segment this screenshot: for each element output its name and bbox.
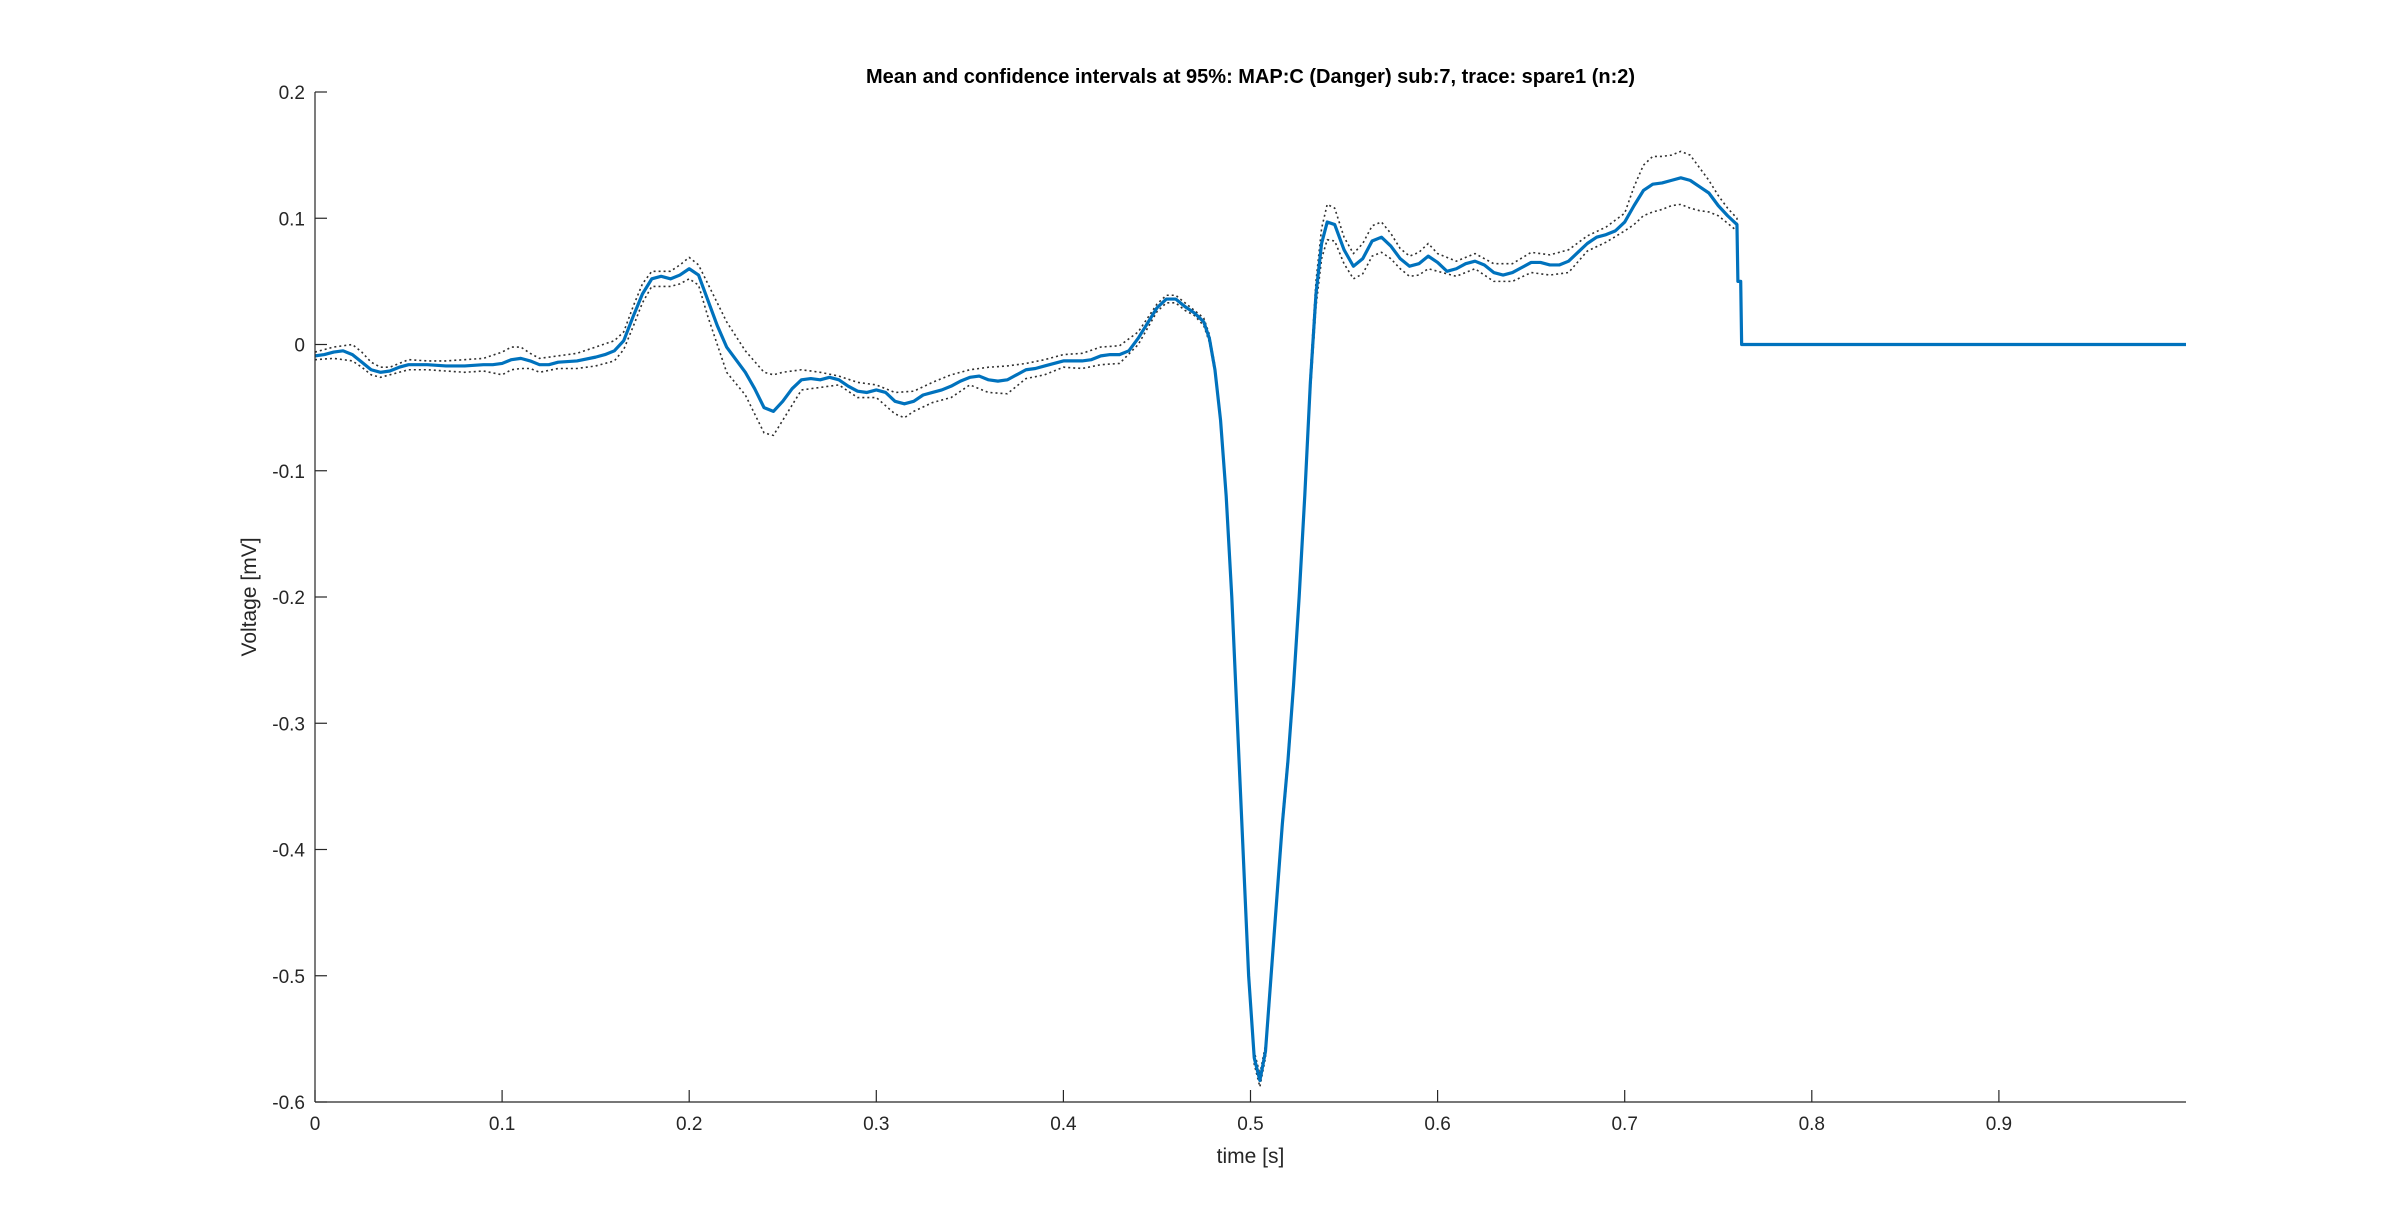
y-tick-label: -0.2 xyxy=(272,588,305,609)
x-tick-label: 0.1 xyxy=(489,1114,515,1135)
y-tick-label: 0.1 xyxy=(279,209,305,230)
x-tick-label: 0.3 xyxy=(863,1114,889,1135)
y-tick-label: -0.6 xyxy=(272,1093,305,1114)
x-tick-label: 0.9 xyxy=(1986,1114,2012,1135)
axes-layer: 0 0.1 0.2 0.3 0.4 0.5 0.6 0.7 0.8 0.9 0.2 0.1 0 -0.1 -… xyxy=(272,83,2186,1135)
x-tick-label: 0.6 xyxy=(1424,1114,1450,1135)
y-axis-label: Voltage [mV] xyxy=(238,537,261,656)
lower-ci-line xyxy=(314,203,1743,1088)
x-tick-label: 0.7 xyxy=(1611,1114,1637,1135)
chart-title: Mean and confidence intervals at 95%: MA… xyxy=(866,66,1635,88)
mean-line xyxy=(314,176,2186,1083)
x-tick-label: 0.4 xyxy=(1050,1114,1077,1135)
x-tick-label: 0.2 xyxy=(676,1114,702,1135)
x-tick-label: 0.5 xyxy=(1237,1114,1263,1135)
x-tick-label: 0 xyxy=(310,1114,321,1135)
x-tick-label: 0.8 xyxy=(1799,1114,1825,1135)
series-layer xyxy=(314,150,2186,1088)
y-tick-label: -0.1 xyxy=(272,462,305,483)
upper-ci-line xyxy=(314,150,1743,1076)
y-tick-label: 0.2 xyxy=(279,83,305,104)
x-axis-label: time [s] xyxy=(1217,1145,1285,1168)
y-tick-label: -0.3 xyxy=(272,714,305,735)
y-tick-label: -0.5 xyxy=(272,967,305,988)
y-tick-label: -0.4 xyxy=(272,841,305,862)
plot-area xyxy=(315,92,2186,1102)
y-tick-label: 0 xyxy=(294,336,305,357)
